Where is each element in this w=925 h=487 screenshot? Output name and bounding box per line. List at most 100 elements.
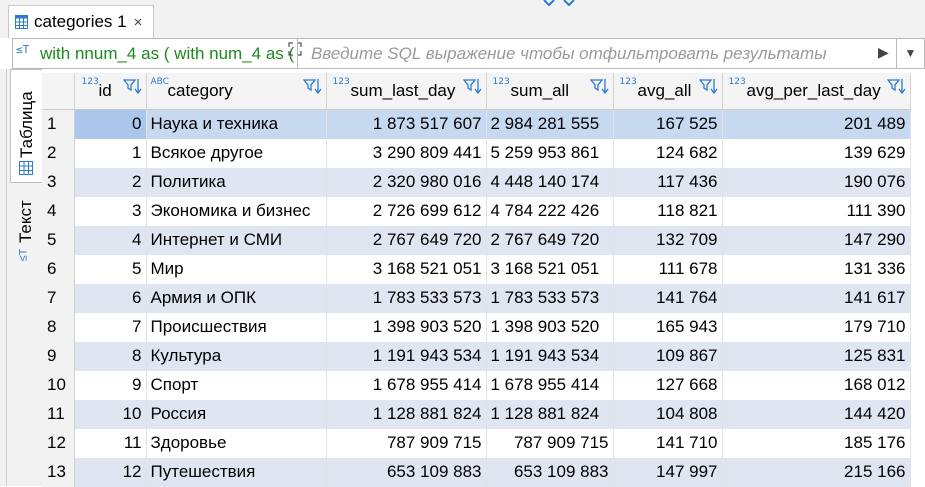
cell-sum-all[interactable]: 1 783 533 573	[486, 283, 614, 313]
cell-category[interactable]: Армия и ОПК	[146, 283, 327, 313]
cell-avg-per-last-day[interactable]: 179 710	[722, 312, 911, 342]
cell-avg-all[interactable]: 109 867	[613, 341, 723, 371]
cell-avg-all[interactable]: 147 997	[613, 457, 723, 487]
close-icon[interactable]: ×	[133, 13, 143, 31]
cell-sum-all[interactable]: 1 678 955 414	[486, 370, 614, 400]
cell-id[interactable]: 10	[74, 399, 147, 429]
table-row[interactable]: 5 4 Интернет и СМИ 2 767 649 720 2 767 6…	[42, 225, 911, 255]
row-number[interactable]: 10	[42, 370, 75, 400]
column-header-avg-per-last-day[interactable]: 123 avg_per_last_day	[722, 73, 911, 110]
row-number[interactable]: 13	[42, 457, 75, 487]
cell-sum-last-day[interactable]: 1 678 955 414	[326, 370, 487, 400]
cell-avg-all[interactable]: 141 764	[613, 283, 723, 313]
row-number[interactable]: 8	[42, 312, 75, 342]
row-number[interactable]: 5	[42, 225, 75, 255]
cell-sum-all[interactable]: 653 109 883	[486, 457, 614, 487]
cell-category[interactable]: Наука и техника	[146, 109, 327, 139]
cell-sum-all[interactable]: 2 984 281 555	[486, 109, 614, 139]
table-row[interactable]: 7 6 Армия и ОПК 1 783 533 573 1 783 533 …	[42, 283, 911, 313]
cell-sum-last-day[interactable]: 1 191 943 534	[326, 341, 487, 371]
cell-avg-per-last-day[interactable]: 190 076	[722, 167, 911, 197]
cell-category[interactable]: Путешествия	[146, 457, 327, 487]
cell-category[interactable]: Политика	[146, 167, 327, 197]
cell-category[interactable]: Интернет и СМИ	[146, 225, 327, 255]
row-number[interactable]: 4	[42, 196, 75, 226]
cell-sum-all[interactable]: 1 191 943 534	[486, 341, 614, 371]
table-row[interactable]: 10 9 Спорт 1 678 955 414 1 678 955 414 1…	[42, 370, 911, 400]
cell-id[interactable]: 8	[74, 341, 147, 371]
cell-id[interactable]: 9	[74, 370, 147, 400]
cell-sum-all[interactable]: 4 448 140 174	[486, 167, 614, 197]
cell-avg-all[interactable]: 132 709	[613, 225, 723, 255]
cell-sum-all[interactable]: 1 398 903 520	[486, 312, 614, 342]
table-row[interactable]: 3 2 Политика 2 320 980 016 4 448 140 174…	[42, 167, 911, 197]
table-row[interactable]: 11 10 Россия 1 128 881 824 1 128 881 824…	[42, 399, 911, 429]
cell-sum-last-day[interactable]: 3 168 521 051	[326, 254, 487, 284]
cell-id[interactable]: 5	[74, 254, 147, 284]
table-row[interactable]: 1 0 Наука и техника 1 873 517 607 2 984 …	[42, 109, 911, 139]
cell-avg-all[interactable]: 141 710	[613, 428, 723, 458]
cell-sum-last-day[interactable]: 2 320 980 016	[326, 167, 487, 197]
query-text-input[interactable]: with nnum_4 as ( with num_4 as ( with nu…	[40, 44, 298, 63]
cell-avg-all[interactable]: 118 821	[613, 196, 723, 226]
cell-sum-last-day[interactable]: 1 398 903 520	[326, 312, 487, 342]
cell-sum-all[interactable]: 5 259 953 861	[486, 138, 614, 168]
cell-id[interactable]: 1	[74, 138, 147, 168]
filter-history-dropdown[interactable]: ▼	[896, 39, 924, 68]
filter-sort-icon[interactable]	[122, 78, 143, 96]
sql-filter-icon[interactable]: ≤T	[16, 43, 30, 56]
row-number[interactable]: 1	[42, 109, 75, 139]
cell-id[interactable]: 0	[74, 109, 147, 139]
cell-sum-all[interactable]: 2 767 649 720	[486, 225, 614, 255]
row-number[interactable]: 12	[42, 428, 75, 458]
cell-avg-per-last-day[interactable]: 215 166	[722, 457, 911, 487]
cell-id[interactable]: 12	[74, 457, 147, 487]
cell-category[interactable]: Всякое другое	[146, 138, 327, 168]
filter-input[interactable]: Введите SQL выражение чтобы отфильтроват…	[311, 44, 827, 63]
table-row[interactable]: 8 7 Происшествия 1 398 903 520 1 398 903…	[42, 312, 911, 342]
column-header-avg-all[interactable]: 123 avg_all	[613, 73, 723, 110]
cell-avg-per-last-day[interactable]: 185 176	[722, 428, 911, 458]
column-header-sum-last-day[interactable]: 123 sum_last_day	[326, 73, 487, 110]
tab-text-view[interactable]: Текст ≤T	[10, 185, 42, 325]
table-row[interactable]: 9 8 Культура 1 191 943 534 1 191 943 534…	[42, 341, 911, 371]
cell-avg-per-last-day[interactable]: 144 420	[722, 399, 911, 429]
table-row[interactable]: 6 5 Мир 3 168 521 051 3 168 521 051 111 …	[42, 254, 911, 284]
cell-sum-last-day[interactable]: 1 783 533 573	[326, 283, 487, 313]
filter-sort-icon[interactable]	[589, 78, 610, 96]
cell-id[interactable]: 3	[74, 196, 147, 226]
collapse-arrows-icon[interactable]	[540, 0, 580, 6]
row-number[interactable]: 9	[42, 341, 75, 371]
row-number[interactable]: 2	[42, 138, 75, 168]
row-number[interactable]: 3	[42, 167, 75, 197]
cell-avg-all[interactable]: 127 668	[613, 370, 723, 400]
corner-header[interactable]	[42, 73, 75, 110]
table-row[interactable]: 2 1 Всякое другое 3 290 809 441 5 259 95…	[42, 138, 911, 168]
table-row[interactable]: 12 11 Здоровье 787 909 715 787 909 715 1…	[42, 428, 911, 458]
cell-id[interactable]: 7	[74, 312, 147, 342]
tab-categories[interactable]: categories 1 ×	[8, 5, 154, 38]
cell-category[interactable]: Мир	[146, 254, 327, 284]
cell-id[interactable]: 6	[74, 283, 147, 313]
table-row[interactable]: 13 12 Путешествия 653 109 883 653 109 88…	[42, 457, 911, 487]
cell-sum-last-day[interactable]: 1 873 517 607	[326, 109, 487, 139]
cell-id[interactable]: 2	[74, 167, 147, 197]
cell-sum-last-day[interactable]: 3 290 809 441	[326, 138, 487, 168]
cell-sum-last-day[interactable]: 653 109 883	[326, 457, 487, 487]
cell-sum-all[interactable]: 3 168 521 051	[486, 254, 614, 284]
cell-category[interactable]: Экономика и бизнес	[146, 196, 327, 226]
cell-sum-all[interactable]: 4 784 222 426	[486, 196, 614, 226]
row-number[interactable]: 7	[42, 283, 75, 313]
table-row[interactable]: 4 3 Экономика и бизнес 2 726 699 612 4 7…	[42, 196, 911, 226]
cell-category[interactable]: Происшествия	[146, 312, 327, 342]
apply-filter-icon[interactable]: ▶	[878, 44, 889, 60]
cell-avg-all[interactable]: 111 678	[613, 254, 723, 284]
column-header-id[interactable]: 123 id	[74, 73, 147, 110]
cell-avg-per-last-day[interactable]: 147 290	[722, 225, 911, 255]
column-header-sum-all[interactable]: 123 sum_all	[486, 73, 614, 110]
filter-sort-icon[interactable]	[462, 78, 483, 96]
cell-avg-per-last-day[interactable]: 131 336	[722, 254, 911, 284]
cell-sum-last-day[interactable]: 787 909 715	[326, 428, 487, 458]
row-number[interactable]: 11	[42, 399, 75, 429]
cell-avg-per-last-day[interactable]: 141 617	[722, 283, 911, 313]
